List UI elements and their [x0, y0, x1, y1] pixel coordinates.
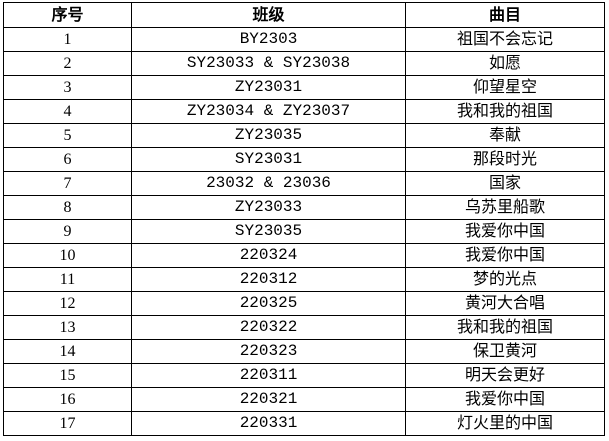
song-cell: 我爱你中国	[405, 387, 605, 412]
class-cell: 220321	[131, 387, 406, 412]
table-row: 2 SY23033 & SY23038 如愿	[3, 51, 605, 76]
song-cell: 我爱你中国	[405, 243, 605, 268]
song-cell: 乌苏里船歌	[405, 195, 605, 220]
header-song: 曲目	[405, 2, 605, 28]
table-row: 7 23032 & 23036 国家	[3, 171, 605, 196]
song-cell: 我爱你中国	[405, 219, 605, 244]
index-cell: 15	[3, 363, 132, 388]
table-row: 5 ZY23035 奉献	[3, 123, 605, 148]
program-table: 序号 班级 曲目 1 BY2303 祖国不会忘记 2 SY23033 & SY23038…	[3, 2, 605, 436]
header-row: 序号 班级 曲目	[3, 2, 605, 28]
class-cell: ZY23034 & ZY23037	[131, 99, 406, 124]
song-cell: 我和我的祖国	[405, 315, 605, 340]
class-cell: ZY23035	[131, 123, 406, 148]
index-cell: 4	[3, 99, 132, 124]
table-row: 12 220325 黄河大合唱	[3, 291, 605, 316]
class-cell: 23032 & 23036	[131, 171, 406, 196]
table-row: 16 220321 我爱你中国	[3, 387, 605, 412]
index-cell: 12	[3, 291, 132, 316]
index-cell: 6	[3, 147, 132, 172]
class-cell: 220331	[131, 411, 406, 436]
class-cell: 220325	[131, 291, 406, 316]
class-cell: 220324	[131, 243, 406, 268]
index-cell: 14	[3, 339, 132, 364]
table-row: 15 220311 明天会更好	[3, 363, 605, 388]
table-row: 1 BY2303 祖国不会忘记	[3, 27, 605, 52]
song-cell: 奉献	[405, 123, 605, 148]
song-cell: 保卫黄河	[405, 339, 605, 364]
index-cell: 10	[3, 243, 132, 268]
table-row: 3 ZY23031 仰望星空	[3, 75, 605, 100]
class-cell: 220323	[131, 339, 406, 364]
song-cell: 国家	[405, 171, 605, 196]
class-cell: ZY23033	[131, 195, 406, 220]
class-cell: 220322	[131, 315, 406, 340]
index-cell: 9	[3, 219, 132, 244]
index-cell: 17	[3, 411, 132, 436]
class-cell: SY23031	[131, 147, 406, 172]
index-cell: 11	[3, 267, 132, 292]
class-cell: ZY23031	[131, 75, 406, 100]
song-cell: 如愿	[405, 51, 605, 76]
table-row: 9 SY23035 我爱你中国	[3, 219, 605, 244]
table-row: 13 220322 我和我的祖国	[3, 315, 605, 340]
header-class: 班级	[131, 2, 406, 28]
table-row: 10 220324 我爱你中国	[3, 243, 605, 268]
index-cell: 8	[3, 195, 132, 220]
song-cell: 祖国不会忘记	[405, 27, 605, 52]
song-cell: 那段时光	[405, 147, 605, 172]
class-cell: SY23033 & SY23038	[131, 51, 406, 76]
index-cell: 16	[3, 387, 132, 412]
index-cell: 13	[3, 315, 132, 340]
class-cell: BY2303	[131, 27, 406, 52]
table-row: 6 SY23031 那段时光	[3, 147, 605, 172]
index-cell: 7	[3, 171, 132, 196]
song-cell: 梦的光点	[405, 267, 605, 292]
index-cell: 3	[3, 75, 132, 100]
table-row: 14 220323 保卫黄河	[3, 339, 605, 364]
index-cell: 5	[3, 123, 132, 148]
table-row: 4 ZY23034 & ZY23037 我和我的祖国	[3, 99, 605, 124]
song-cell: 明天会更好	[405, 363, 605, 388]
song-cell: 黄河大合唱	[405, 291, 605, 316]
song-cell: 我和我的祖国	[405, 99, 605, 124]
class-cell: 220312	[131, 267, 406, 292]
table-row: 11 220312 梦的光点	[3, 267, 605, 292]
class-cell: SY23035	[131, 219, 406, 244]
song-cell: 灯火里的中国	[405, 411, 605, 436]
index-cell: 2	[3, 51, 132, 76]
class-cell: 220311	[131, 363, 406, 388]
header-index: 序号	[3, 2, 132, 28]
index-cell: 1	[3, 27, 132, 52]
table-row: 8 ZY23033 乌苏里船歌	[3, 195, 605, 220]
song-cell: 仰望星空	[405, 75, 605, 100]
table-row: 17 220331 灯火里的中国	[3, 411, 605, 436]
